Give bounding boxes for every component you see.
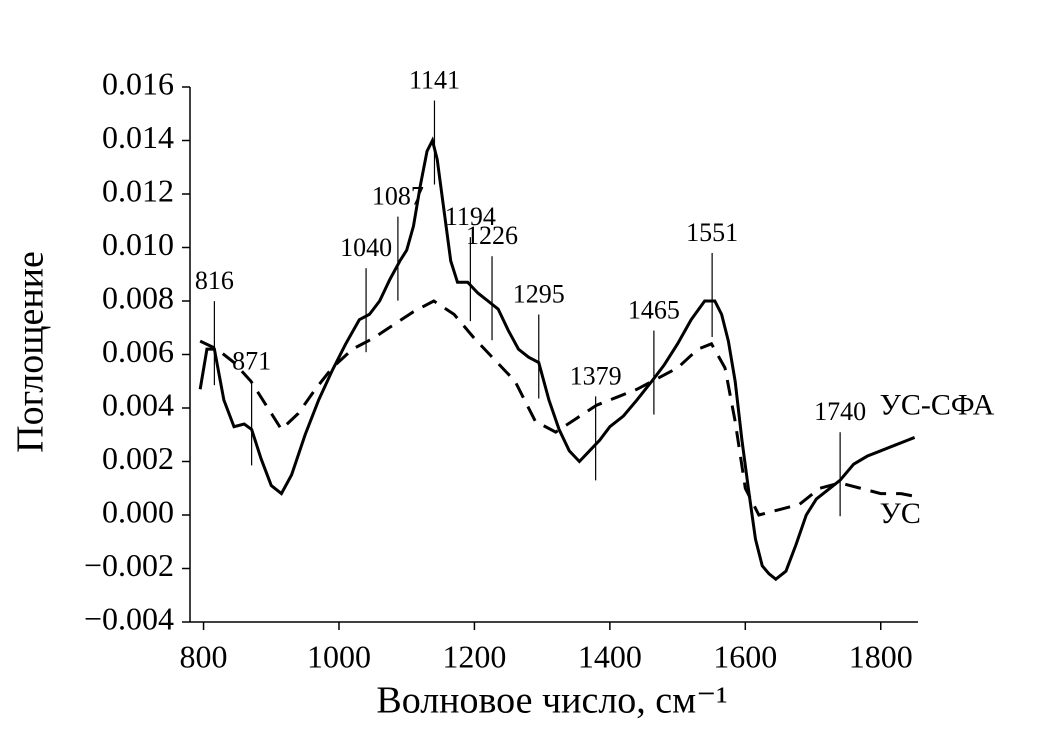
y-tick-label: 0.006	[102, 333, 174, 369]
peak-label: 1141	[409, 65, 460, 94]
x-tick-label: 1600	[713, 638, 777, 674]
peak-label: 1087	[372, 182, 424, 211]
x-tick-label: 800	[180, 638, 228, 674]
y-tick-label: 0.000	[102, 493, 174, 529]
y-tick-label: 0.010	[102, 226, 174, 262]
y-tick-label: 0.008	[102, 279, 174, 315]
series-line	[199, 299, 915, 517]
y-tick-label: 0.016	[102, 65, 174, 101]
series-label: УС-СФА	[880, 388, 995, 421]
series-line	[198, 136, 916, 582]
y-tick-label: 0.004	[102, 386, 174, 422]
x-tick-label: 1200	[442, 638, 506, 674]
peak-label: 816	[195, 266, 234, 295]
y-tick-label: 0.002	[102, 440, 174, 476]
y-tick-label: −0.002	[84, 547, 174, 583]
y-tick-label: 0.012	[102, 172, 174, 208]
y-axis-label: Поглощение	[10, 251, 52, 453]
peak-label: 1194	[445, 202, 496, 231]
series-label: УС	[880, 497, 921, 530]
peak-label: 871	[232, 346, 271, 375]
peak-label: 1551	[686, 218, 738, 247]
y-tick-label: 0.014	[102, 119, 174, 155]
peak-label: 1740	[814, 397, 866, 426]
x-tick-label: 1400	[578, 638, 642, 674]
peak-label: 1295	[513, 279, 565, 308]
peak-label: 1465	[628, 296, 680, 325]
x-axis-label: Волновое число, см⁻¹	[376, 680, 727, 722]
x-tick-label: 1800	[849, 638, 913, 674]
x-tick-label: 1000	[307, 638, 371, 674]
peak-label: 1226	[466, 221, 518, 250]
y-tick-label: −0.004	[84, 600, 174, 636]
peak-label: 1040	[340, 233, 392, 262]
peak-label: 1379	[570, 361, 622, 390]
